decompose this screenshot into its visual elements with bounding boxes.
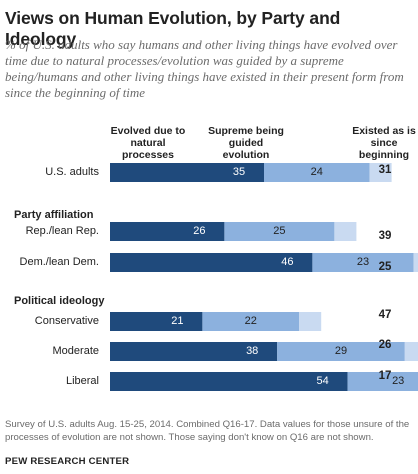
column-header-existed: Existed as is since beginning — [352, 125, 416, 161]
bar-natural — [110, 372, 348, 391]
category-label: U.S. adults — [45, 166, 99, 178]
data-label-supreme: 25 — [273, 225, 286, 237]
data-label-supreme: 22 — [244, 315, 257, 327]
bar-unsure — [369, 163, 392, 182]
bar-natural — [110, 312, 203, 331]
bar-natural — [110, 342, 278, 361]
data-label-supreme: 29 — [334, 345, 348, 357]
existed-value: 17 — [378, 370, 392, 382]
data-label-natural: 26 — [193, 225, 206, 237]
data-label-natural: 46 — [281, 256, 294, 268]
data-label-natural: 21 — [171, 315, 184, 327]
source-credit: PEW RESEARCH CENTER — [5, 456, 130, 467]
bar-unsure — [299, 312, 322, 331]
bar-unsure — [334, 222, 357, 241]
existed-value: 31 — [378, 164, 392, 176]
bar-natural — [110, 222, 225, 241]
bar-unsure — [404, 342, 418, 361]
bar-supreme — [347, 372, 418, 391]
bar-supreme — [224, 222, 335, 241]
category-label: Liberal — [65, 375, 99, 387]
category-label: Conservative — [34, 315, 99, 327]
bar-unsure — [413, 253, 418, 272]
existed-value: 25 — [378, 261, 392, 273]
data-label-supreme: 23 — [356, 256, 370, 268]
bar-natural — [110, 163, 264, 182]
existed-value: 39 — [378, 230, 392, 242]
chart-title: Views on Human Evolution, by Party and I… — [5, 8, 341, 49]
section-label-ideology: Political ideology — [14, 295, 105, 307]
bar-natural — [110, 253, 313, 272]
bar-supreme — [277, 342, 405, 361]
existed-value: 47 — [378, 309, 392, 321]
data-label-supreme: 23 — [392, 375, 405, 387]
column-header-supreme: Supreme being guided evolution — [208, 125, 284, 161]
bar-supreme — [264, 163, 370, 182]
data-label-natural: 35 — [232, 166, 246, 178]
bar-supreme — [312, 253, 414, 272]
footnote: Survey of U.S. adults Aug. 15-25, 2014. … — [5, 419, 410, 443]
section-label-party: Party affiliation — [14, 209, 94, 221]
category-label: Dem./lean Dem. — [19, 256, 99, 268]
bar-supreme — [202, 312, 300, 331]
data-label-natural: 54 — [316, 375, 329, 387]
category-label: Moderate — [52, 345, 99, 357]
existed-value: 26 — [378, 339, 392, 351]
data-label-natural: 38 — [246, 345, 259, 357]
chart-subtitle: % of U.S. adults who say humans and othe… — [5, 37, 404, 100]
data-label-supreme: 24 — [310, 166, 323, 178]
category-label: Rep./lean Rep. — [25, 225, 99, 237]
column-header-natural: Evolved due to natural processes — [110, 125, 186, 161]
